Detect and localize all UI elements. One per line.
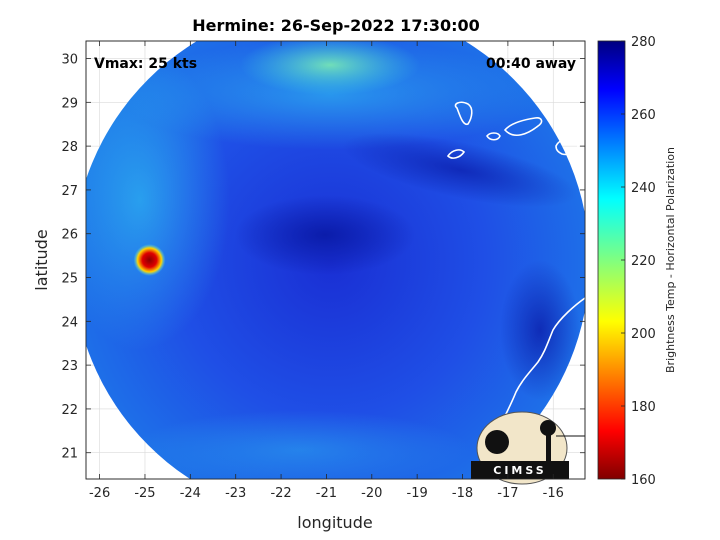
colorbar-tick-label: 220 [631, 254, 656, 269]
coastlines [446, 101, 585, 421]
swath-image [86, 41, 585, 479]
y-tick-label: 22 [61, 403, 78, 418]
y-tick-label: 26 [61, 228, 78, 243]
time-away-annotation: 00:40 away [486, 56, 576, 72]
colorbar-label: Brightness Temp - Horizontal Polarizatio… [664, 147, 677, 373]
x-tick-label: -21 [316, 486, 337, 501]
colorbar-tick-label: 180 [631, 400, 656, 415]
y-tick-label: 24 [61, 315, 78, 330]
x-tick-label: -26 [89, 486, 110, 501]
colorbar-tick-label: 200 [631, 327, 656, 342]
vmax-annotation: Vmax: 25 kts [94, 56, 197, 72]
y-tick-label: 30 [61, 53, 78, 68]
cold-band [342, 132, 578, 208]
x-tick-label: -24 [180, 486, 201, 501]
y-tick-label: 25 [61, 272, 78, 287]
x-tick-label: -18 [452, 486, 473, 501]
colorbar-tick-label: 280 [631, 35, 656, 50]
y-tick-label: 28 [61, 140, 78, 155]
cimss-logo: CIMSS [471, 411, 585, 485]
x-tick-label: -20 [361, 486, 382, 501]
colorbar-tick-label: 240 [631, 181, 656, 196]
x-axis-ticks: -26 -25 -24 -23 -22 -21 -20 -19 -18 -17 -16 [89, 41, 564, 501]
y-axis-label: latitude [32, 229, 51, 290]
x-tick-label: -25 [134, 486, 155, 501]
x-tick-label: -16 [543, 486, 564, 501]
green-patch [240, 41, 420, 95]
colorbar-ticks: 160 180 200 220 240 260 280 [621, 35, 656, 488]
logo-tank-icon [540, 420, 556, 436]
chart-title: Hermine: 26-Sep-2022 17:30:00 [192, 16, 480, 35]
logo-tower-icon [546, 425, 551, 461]
y-axis-ticks: 21 22 23 24 25 26 27 28 29 30 [61, 53, 585, 462]
y-tick-label: 23 [61, 359, 78, 374]
cold-core [235, 195, 415, 275]
x-tick-label: -23 [225, 486, 246, 501]
colorbar [597, 40, 626, 480]
logo-text: CIMSS [493, 464, 546, 477]
colorbar-tick-label: 160 [631, 473, 656, 488]
cold-band-east [500, 260, 580, 400]
logo-banner [471, 461, 569, 479]
x-axis-label: longitude [297, 513, 372, 532]
y-tick-label: 21 [61, 447, 78, 462]
plot-frame [85, 40, 586, 480]
warm-spot [133, 244, 166, 276]
colorbar-tick-label: 260 [631, 108, 656, 123]
x-tick-label: -19 [407, 486, 428, 501]
cyan-band-south [130, 410, 470, 479]
y-tick-label: 29 [61, 96, 78, 111]
y-tick-label: 27 [61, 184, 78, 199]
x-tick-label: -17 [497, 486, 518, 501]
x-tick-label: -22 [270, 486, 291, 501]
logo-dish-icon [485, 430, 509, 454]
